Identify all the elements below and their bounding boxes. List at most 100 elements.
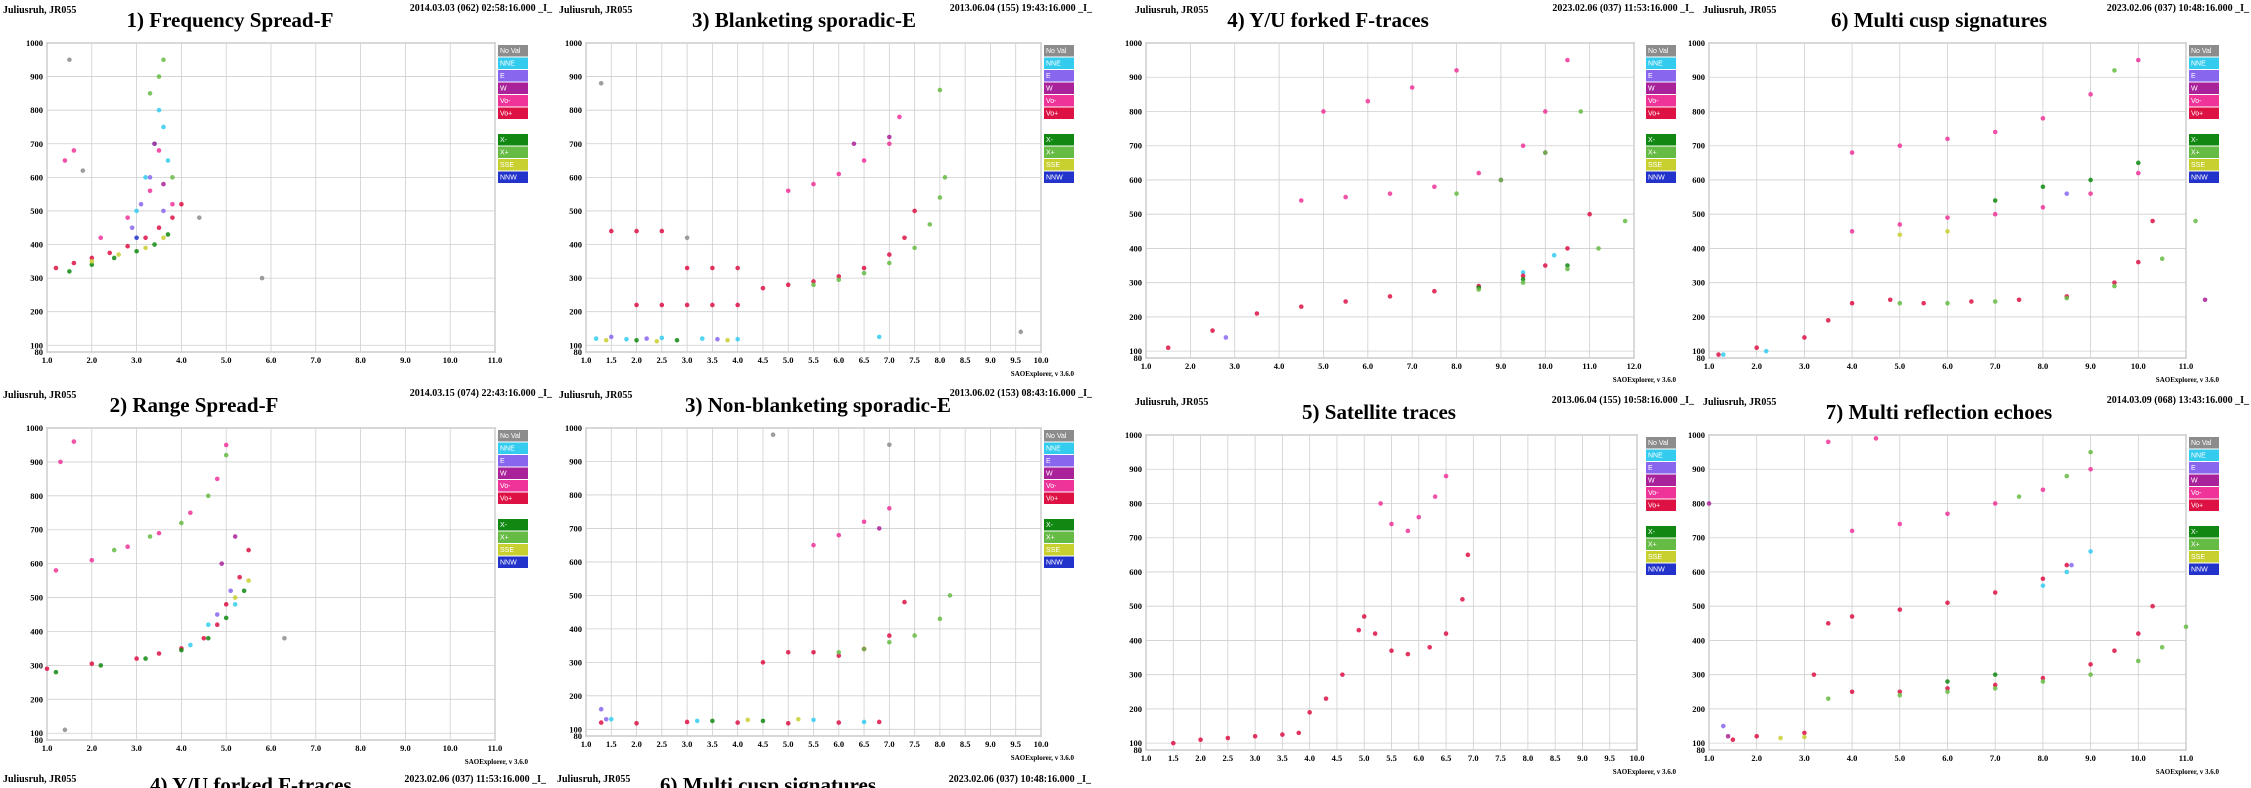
legend-label: SSE bbox=[2191, 162, 2205, 169]
legend-label: NNW bbox=[2191, 175, 2208, 182]
echo-point bbox=[2112, 284, 2117, 289]
legend-label: Vo- bbox=[500, 98, 511, 105]
echo-point bbox=[675, 338, 680, 343]
timestamp: 2014.03.09 (068) 13:43:16.000 _I_ bbox=[2107, 395, 2250, 406]
y-tick-label: 700 bbox=[569, 523, 582, 533]
legend-label: W bbox=[500, 471, 507, 478]
echo-point bbox=[735, 720, 740, 725]
x-tick-label: 5.5 bbox=[1386, 753, 1397, 763]
echo-point bbox=[1296, 731, 1301, 736]
echo-point bbox=[1898, 522, 1903, 527]
strip-station: Juliusruh, JR055 bbox=[557, 774, 630, 785]
legend-label: X+ bbox=[1046, 150, 1055, 157]
x-tick-label: 2.5 bbox=[657, 739, 668, 749]
x-tick-label: 5.0 bbox=[783, 739, 794, 749]
x-tick-label: 4.5 bbox=[758, 355, 769, 365]
echo-point bbox=[609, 229, 614, 234]
echo-point bbox=[2088, 549, 2093, 554]
x-tick-label: 2.0 bbox=[1751, 753, 1762, 763]
panel-title: 7) Multi reflection echoes bbox=[1826, 400, 2052, 424]
echo-point bbox=[1898, 222, 1903, 227]
panel-title: 4) Y/U forked F-traces bbox=[1227, 8, 1429, 32]
echo-point bbox=[1432, 289, 1437, 294]
echo-point bbox=[90, 661, 95, 666]
x-tick-label: 7.5 bbox=[1495, 753, 1506, 763]
x-tick-label: 12.0 bbox=[1627, 361, 1642, 371]
echo-point bbox=[98, 236, 103, 241]
legend-label: X+ bbox=[2191, 542, 2200, 549]
y-tick-label: 900 bbox=[1692, 72, 1705, 82]
legend-label: Vo- bbox=[1046, 98, 1057, 105]
x-tick-label: 6.5 bbox=[859, 739, 870, 749]
echo-point bbox=[710, 303, 715, 308]
echo-point bbox=[1754, 734, 1759, 739]
software-footer: SAOExplorer, v 3.6.0 bbox=[2156, 768, 2220, 776]
echo-point bbox=[609, 335, 614, 340]
y-tick-label: 600 bbox=[569, 557, 582, 567]
y-tick-label: 500 bbox=[569, 206, 582, 216]
echo-point bbox=[938, 195, 943, 200]
echo-point bbox=[166, 232, 171, 237]
y-tick-label: 100 bbox=[30, 340, 43, 350]
y-tick-label: 500 bbox=[1129, 601, 1142, 611]
echo-point bbox=[796, 717, 801, 722]
echo-point bbox=[609, 717, 614, 722]
x-tick-label: 9.5 bbox=[1604, 753, 1615, 763]
echo-point bbox=[282, 636, 287, 641]
echo-point bbox=[2136, 161, 2141, 166]
echo-point bbox=[599, 720, 604, 725]
software-footer: SAOExplorer, v 3.6.0 bbox=[2156, 376, 2220, 384]
echo-point bbox=[215, 612, 220, 617]
echo-point bbox=[1826, 696, 1831, 701]
echo-point bbox=[1945, 301, 1950, 306]
legend-label: W bbox=[2191, 86, 2198, 93]
echo-point bbox=[1945, 137, 1950, 142]
x-tick-label: 8.0 bbox=[355, 355, 366, 365]
echo-point bbox=[1432, 185, 1437, 190]
echo-point bbox=[700, 336, 705, 341]
echo-point bbox=[206, 622, 211, 627]
echo-point bbox=[927, 222, 932, 227]
ionogram-panel: Juliusruh, JR0552013.06.02 (153) 08:43:1… bbox=[559, 388, 1093, 762]
x-tick-label: 9.0 bbox=[985, 355, 996, 365]
echo-point bbox=[2112, 648, 2117, 653]
echo-point bbox=[852, 141, 857, 146]
echo-point bbox=[1888, 297, 1893, 302]
x-tick-label: 2.5 bbox=[1223, 753, 1234, 763]
echo-point bbox=[67, 57, 72, 62]
echo-point bbox=[1850, 689, 1855, 694]
echo-point bbox=[634, 229, 639, 234]
echo-point bbox=[1299, 198, 1304, 203]
x-tick-label: 2.0 bbox=[631, 739, 642, 749]
echo-point bbox=[233, 595, 238, 600]
y-tick-label: 200 bbox=[1692, 312, 1705, 322]
echo-point bbox=[1543, 150, 1548, 155]
x-tick-label: 5.0 bbox=[1894, 753, 1905, 763]
echo-point bbox=[715, 337, 720, 342]
echo-point bbox=[1731, 737, 1736, 742]
x-tick-label: 11.0 bbox=[2179, 361, 2193, 371]
x-tick-label: 2.0 bbox=[86, 355, 97, 365]
x-tick-label: 6.0 bbox=[1413, 753, 1424, 763]
legend-label: Vo+ bbox=[1046, 111, 1058, 118]
echo-point bbox=[938, 617, 943, 622]
y-tick-label: 600 bbox=[569, 172, 582, 182]
y-tick-label: 500 bbox=[1129, 209, 1142, 219]
x-tick-label: 1.5 bbox=[1168, 753, 1179, 763]
legend-label: Vo- bbox=[1648, 98, 1659, 105]
echo-point bbox=[1993, 299, 1998, 304]
legend-label: NNE bbox=[2191, 453, 2206, 460]
echo-point bbox=[2041, 185, 2046, 190]
echo-point bbox=[1850, 614, 1855, 619]
echo-point bbox=[237, 575, 242, 580]
x-tick-label: 6.0 bbox=[1942, 361, 1953, 371]
x-tick-label: 4.0 bbox=[732, 739, 743, 749]
x-tick-label: 9.0 bbox=[2085, 753, 2096, 763]
y-tick-label: 500 bbox=[569, 590, 582, 600]
echo-point bbox=[761, 286, 766, 291]
echo-point bbox=[1340, 672, 1345, 677]
echo-point bbox=[125, 244, 130, 249]
x-tick-label: 9.0 bbox=[400, 355, 411, 365]
x-tick-label: 1.0 bbox=[42, 743, 53, 753]
echo-point bbox=[735, 266, 740, 271]
